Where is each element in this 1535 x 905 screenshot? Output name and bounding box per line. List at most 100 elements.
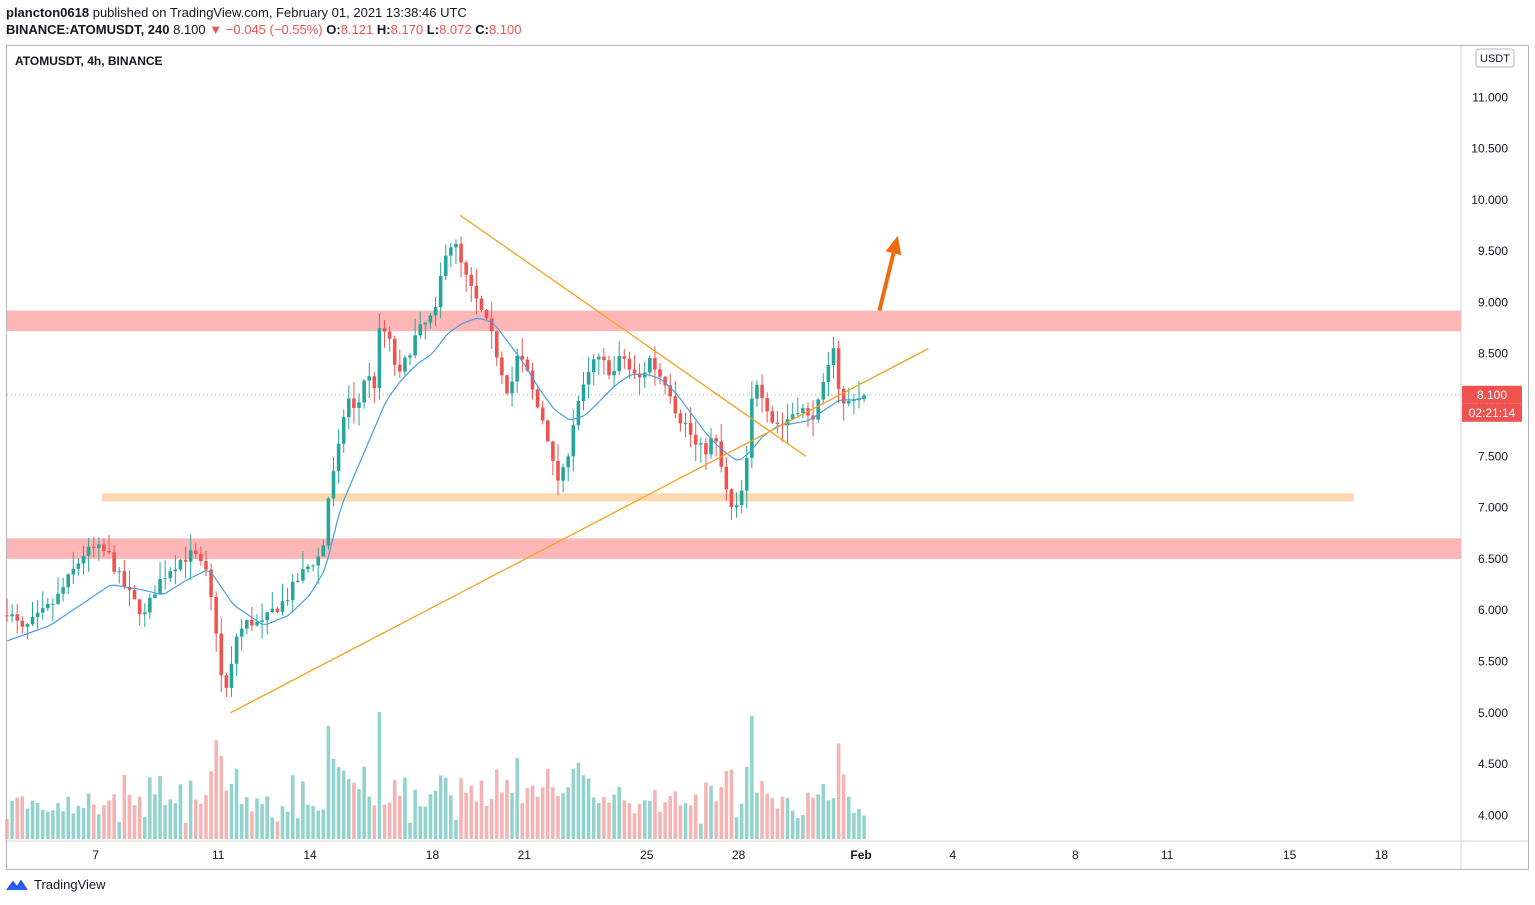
candle-body[interactable]	[137, 599, 142, 615]
candle-body[interactable]	[91, 546, 96, 548]
candle-body[interactable]	[831, 348, 836, 366]
candle-body[interactable]	[586, 372, 591, 385]
candle-body[interactable]	[382, 328, 387, 332]
candle-body[interactable]	[816, 399, 820, 420]
candle-body[interactable]	[693, 434, 698, 445]
candle-body[interactable]	[367, 376, 372, 381]
candle-body[interactable]	[546, 420, 550, 442]
candle-body[interactable]	[602, 356, 606, 361]
candle-body[interactable]	[581, 384, 586, 401]
candle-body[interactable]	[520, 355, 525, 360]
candle-body[interactable]	[474, 285, 479, 299]
zone-red-0[interactable]	[7, 310, 1461, 332]
candle-body[interactable]	[362, 380, 366, 403]
candle-body[interactable]	[158, 579, 162, 595]
candle-body[interactable]	[40, 608, 45, 613]
author-name[interactable]: plancton0618	[6, 5, 90, 20]
candle-body[interactable]	[265, 612, 269, 621]
candle-body[interactable]	[244, 619, 249, 629]
candle-body[interactable]	[352, 398, 356, 408]
candle-body[interactable]	[209, 569, 213, 598]
candle-body[interactable]	[841, 388, 846, 404]
candle-body[interactable]	[551, 441, 555, 461]
candle-body[interactable]	[556, 460, 560, 481]
candle-body[interactable]	[326, 498, 331, 546]
zone-orange-1[interactable]	[101, 493, 1354, 502]
candle-body[interactable]	[719, 441, 724, 467]
candle-body[interactable]	[443, 255, 448, 277]
candle-body[interactable]	[775, 422, 780, 425]
candle-body[interactable]	[597, 356, 601, 360]
candle-body[interactable]	[648, 357, 652, 373]
candle-body[interactable]	[336, 443, 341, 472]
candle-body[interactable]	[321, 545, 326, 557]
candle-body[interactable]	[566, 456, 570, 468]
candle-body[interactable]	[229, 663, 234, 688]
candle-body[interactable]	[760, 384, 764, 399]
candle-body[interactable]	[755, 384, 759, 399]
candle-body[interactable]	[484, 310, 489, 319]
footer-brand[interactable]: TradingView	[6, 877, 106, 892]
candle-body[interactable]	[81, 555, 86, 564]
candle-body[interactable]	[795, 413, 800, 415]
candle-body[interactable]	[301, 569, 305, 581]
candle-body[interactable]	[428, 315, 433, 323]
candle-body[interactable]	[260, 620, 264, 622]
candle-body[interactable]	[663, 376, 667, 386]
candle-body[interactable]	[178, 559, 183, 570]
candle-body[interactable]	[331, 471, 336, 499]
candle-body[interactable]	[372, 376, 377, 389]
candle-body[interactable]	[173, 569, 178, 572]
candle-body[interactable]	[20, 620, 25, 627]
candle-body[interactable]	[97, 544, 101, 548]
candle-body[interactable]	[86, 546, 91, 556]
candle-body[interactable]	[459, 243, 463, 263]
candle-body[interactable]	[163, 578, 167, 580]
candle-body[interactable]	[433, 307, 438, 316]
candle-body[interactable]	[734, 505, 739, 508]
candle-body[interactable]	[500, 357, 504, 376]
candle-body[interactable]	[862, 395, 866, 400]
candle-body[interactable]	[250, 619, 254, 626]
candle-body[interactable]	[285, 600, 290, 602]
candle-body[interactable]	[117, 571, 122, 573]
candle-body[interactable]	[148, 597, 152, 613]
candle-body[interactable]	[658, 369, 662, 377]
candle-body[interactable]	[525, 359, 530, 371]
candle-body[interactable]	[316, 556, 320, 566]
candle-body[interactable]	[765, 398, 769, 412]
candle-body[interactable]	[535, 389, 540, 408]
candle-body[interactable]	[494, 331, 499, 358]
candle-body[interactable]	[540, 407, 545, 421]
candle-body[interactable]	[275, 608, 280, 612]
candle-body[interactable]	[576, 400, 581, 426]
candle-body[interactable]	[347, 398, 351, 418]
candle-body[interactable]	[403, 357, 407, 372]
candle-body[interactable]	[561, 467, 565, 481]
candle-body[interactable]	[438, 276, 443, 308]
candle-body[interactable]	[35, 612, 40, 617]
candle-body[interactable]	[377, 328, 382, 389]
chart-panel[interactable]	[6, 45, 1529, 870]
candle-body[interactable]	[183, 559, 188, 562]
candle-body[interactable]	[617, 356, 621, 372]
candle-body[interactable]	[408, 355, 412, 358]
candle-body[interactable]	[642, 372, 647, 378]
candle-body[interactable]	[46, 603, 50, 609]
candle-body[interactable]	[683, 423, 688, 425]
candle-body[interactable]	[678, 413, 683, 424]
trendline-descending[interactable]	[459, 214, 807, 457]
candle-body[interactable]	[296, 580, 300, 582]
candle-body[interactable]	[852, 400, 856, 402]
candle-body[interactable]	[224, 675, 229, 688]
candle-body[interactable]	[857, 399, 861, 401]
candle-body[interactable]	[387, 331, 392, 339]
candle-body[interactable]	[214, 597, 218, 634]
candle-body[interactable]	[627, 358, 632, 370]
candle-body[interactable]	[112, 552, 116, 572]
candle-body[interactable]	[688, 423, 693, 435]
candle-body[interactable]	[826, 365, 831, 382]
candle-body[interactable]	[204, 561, 208, 570]
candle-body[interactable]	[66, 574, 71, 588]
candle-body[interactable]	[418, 324, 423, 336]
